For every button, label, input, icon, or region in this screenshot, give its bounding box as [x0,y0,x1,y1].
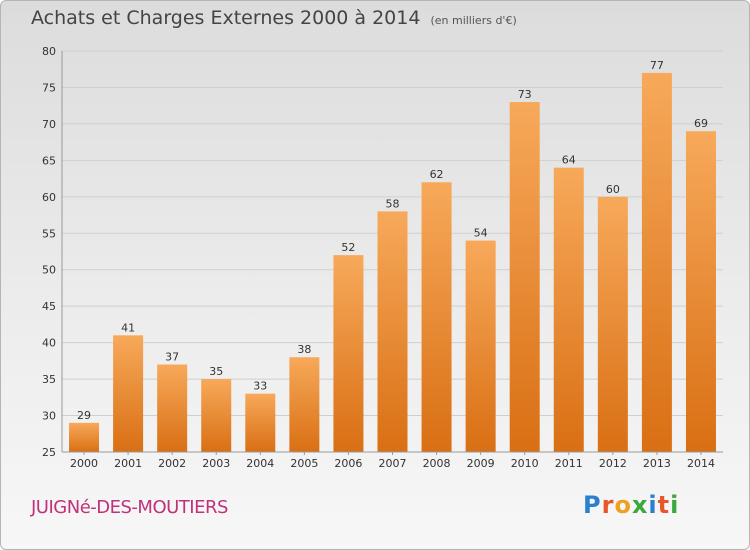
x-tick-label: 2002 [158,457,186,470]
chart-title: Achats et Charges Externes 2000 à 2014 (e… [31,7,517,29]
chart-subtitle: (en milliers d'€) [430,14,517,27]
x-tick-label: 2006 [334,457,362,470]
data-label: 37 [165,351,179,364]
bars [69,72,716,452]
data-labels: 29 41 37 35 33 38 52 58 62 54 73 64 60 77 69 [77,59,708,422]
y-tick-label: 40 [42,337,56,350]
bar [157,364,188,452]
x-tick-label: 2005 [290,457,318,470]
logo-letter: t [657,491,671,519]
logo-letter: P [583,491,602,519]
y-tick-label: 30 [42,410,56,423]
logo-letter: x [631,491,649,519]
bar [685,131,716,452]
bar [69,422,100,452]
data-label: 52 [341,241,355,254]
logo-letter: i [648,491,658,519]
data-label: 73 [518,88,532,101]
x-tick-label: 2013 [643,457,671,470]
bar [289,357,320,452]
y-tick-label: 60 [42,191,56,204]
y-tick-label: 25 [42,446,56,459]
y-tick-label: 70 [42,118,56,131]
data-label: 41 [121,321,135,334]
y-tick-label: 65 [42,154,56,167]
data-label: 54 [474,227,488,240]
y-tick-label: 35 [42,373,56,386]
data-label: 62 [430,168,444,181]
y-tick-label: 80 [42,45,56,58]
logo-letter: r [601,491,615,519]
y-tick-label: 50 [42,264,56,277]
data-label: 38 [297,343,311,356]
data-label: 33 [253,380,267,393]
x-tick-label: 2014 [687,457,715,470]
bar [421,182,452,452]
y-tick-label: 55 [42,227,56,240]
bar [553,167,584,452]
x-tick-label: 2008 [423,457,451,470]
bar [465,240,496,452]
logo-letter: o [614,491,632,519]
bar [201,379,232,452]
x-tick-label: 2001 [114,457,142,470]
x-tick-label: 2012 [599,457,627,470]
logo-letter: i [670,491,680,519]
data-label: 58 [386,197,400,210]
x-tick-label: 2000 [70,457,98,470]
bar [509,102,540,452]
x-tick-label: 2004 [246,457,274,470]
bar [333,255,364,452]
data-label: 64 [562,154,576,167]
bar [113,335,144,452]
bar [377,211,408,452]
axes: 25 30 35 40 45 50 55 60 65 70 75 80 2000 2001 2002 2003… [42,45,723,470]
title-text: Achats et Charges Externes 2000 à 2014 [31,7,421,29]
proxiti-logo: Proxiti [583,491,679,519]
x-tick-label: 2009 [467,457,495,470]
x-tick-label: 2007 [379,457,407,470]
bar [641,72,672,452]
x-tick-label: 2003 [202,457,230,470]
data-label: 77 [650,59,664,72]
data-label: 35 [209,365,223,378]
commune-name: JUIGNé-DES-MOUTIERS [31,497,228,518]
bar [245,393,276,452]
data-label: 60 [606,183,620,196]
data-label: 29 [77,409,91,422]
y-tick-label: 45 [42,300,56,313]
x-tick-label: 2010 [511,457,539,470]
x-tick-label: 2011 [555,457,583,470]
bar [597,196,628,452]
data-label: 69 [694,117,708,130]
y-tick-label: 75 [42,81,56,94]
